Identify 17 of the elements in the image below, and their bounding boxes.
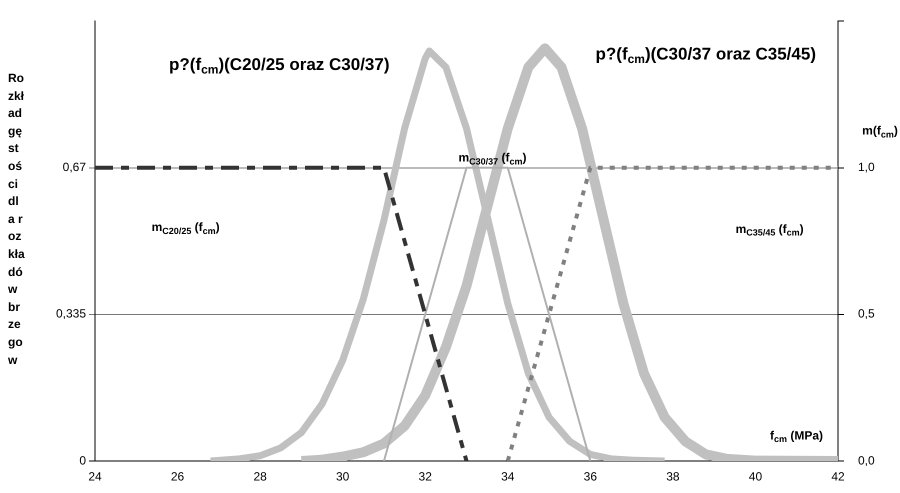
y-tick-label: 0,335 — [56, 306, 86, 321]
x-tick-label: 26 — [170, 470, 185, 484]
x-tick-label: 38 — [666, 470, 680, 484]
y-tick-label: 0 — [79, 453, 86, 468]
y2-tick-label: 1,0 — [858, 160, 876, 174]
x-tick-label: 34 — [501, 470, 515, 484]
y2-tick-label: 0,5 — [858, 306, 876, 321]
x-tick-label: 28 — [253, 470, 268, 484]
x-tick-label: 42 — [831, 470, 845, 484]
x-tick-label: 24 — [88, 470, 102, 484]
y2-tick-label: 0,0 — [858, 453, 876, 468]
x-tick-label: 40 — [748, 470, 762, 484]
text: Rozkład gęstości dla rozkładów brzegow — [8, 71, 25, 366]
x-tick-label: 30 — [336, 470, 350, 484]
x-tick-label: 36 — [584, 470, 598, 484]
x-tick-label: 32 — [418, 470, 432, 484]
y-tick-label: 0,67 — [62, 160, 86, 174]
